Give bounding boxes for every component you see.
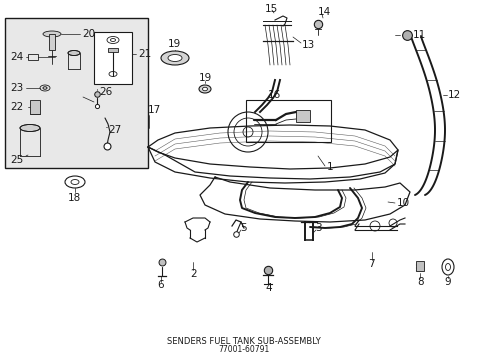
- Text: 6: 6: [157, 280, 163, 290]
- Text: 11: 11: [412, 30, 426, 40]
- Bar: [415, 261, 423, 271]
- Text: 13: 13: [302, 40, 315, 50]
- Text: 1: 1: [326, 162, 333, 172]
- Text: 4: 4: [264, 283, 271, 293]
- Text: 25: 25: [10, 155, 23, 165]
- Bar: [94, 32, 132, 84]
- Ellipse shape: [20, 125, 40, 131]
- Bar: [49, 34, 55, 50]
- Text: 17: 17: [148, 105, 161, 115]
- Text: 27: 27: [108, 125, 121, 135]
- Text: 10: 10: [396, 198, 409, 208]
- Bar: [108, 48, 118, 52]
- Ellipse shape: [43, 31, 61, 37]
- Text: 77001-60791: 77001-60791: [218, 346, 269, 355]
- Ellipse shape: [202, 87, 207, 91]
- Text: 19: 19: [168, 39, 181, 49]
- Ellipse shape: [168, 54, 182, 62]
- Text: 26: 26: [99, 87, 112, 97]
- Text: 3: 3: [314, 223, 321, 233]
- Text: 12: 12: [447, 90, 460, 100]
- Text: 23: 23: [10, 83, 23, 93]
- Text: 18: 18: [68, 193, 81, 203]
- Bar: [30, 100, 40, 114]
- Text: 9: 9: [443, 277, 450, 287]
- Text: 14: 14: [317, 7, 330, 17]
- Bar: [295, 110, 309, 122]
- Ellipse shape: [161, 51, 189, 65]
- Text: 20: 20: [82, 29, 95, 39]
- Text: 8: 8: [416, 277, 423, 287]
- Text: 15: 15: [264, 4, 278, 14]
- Text: SENDERS FUEL TANK SUB-ASSEMBLY: SENDERS FUEL TANK SUB-ASSEMBLY: [167, 338, 320, 346]
- Text: 22: 22: [10, 102, 23, 112]
- Text: 16: 16: [267, 90, 281, 100]
- Text: 19: 19: [199, 73, 212, 83]
- Text: 2: 2: [190, 269, 196, 279]
- Ellipse shape: [68, 50, 80, 55]
- Text: 5: 5: [240, 223, 246, 233]
- Ellipse shape: [199, 85, 210, 93]
- Text: 7: 7: [367, 259, 374, 269]
- Text: 24: 24: [10, 52, 23, 62]
- Bar: [28, 54, 38, 60]
- Text: 21: 21: [138, 49, 151, 59]
- Bar: [5, 18, 148, 168]
- Bar: [245, 100, 330, 142]
